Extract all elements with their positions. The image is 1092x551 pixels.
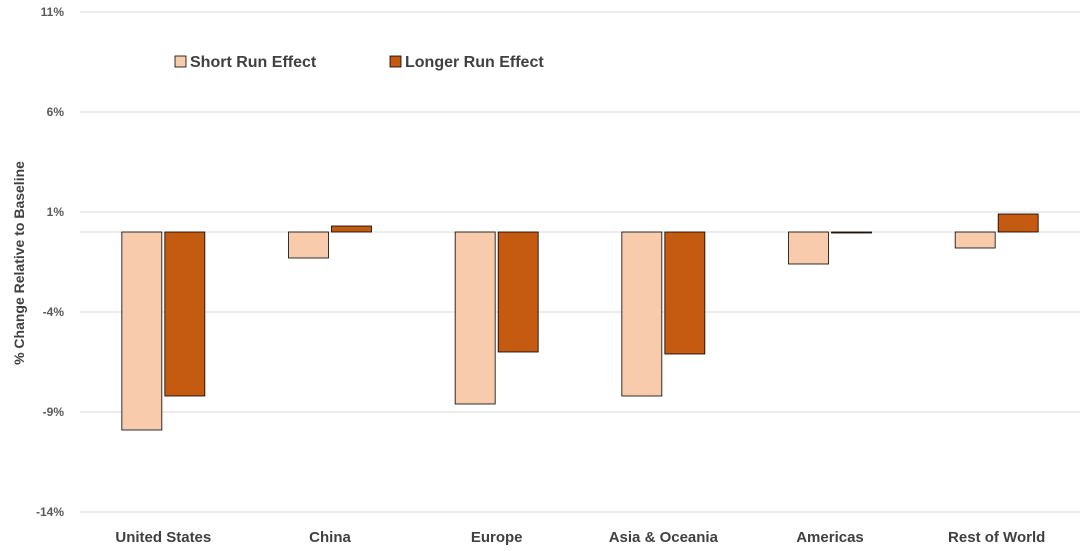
x-category-label: Americas [796,529,864,546]
legend-label: Short Run Effect [190,54,317,71]
short-run-bar [954,231,996,249]
y-tick-label: -4% [43,305,65,319]
x-category-label: Rest of World [948,529,1045,546]
legend-label: Longer Run Effect [405,54,544,71]
longer-run-bar [331,225,372,233]
y-tick-label: -14% [36,505,64,519]
short-run-bar [621,231,663,397]
short-run-bar [288,231,329,259]
x-category-label: Asia & Oceania [609,529,719,546]
short-run-bar [788,231,829,265]
x-category-label: United States [115,529,211,546]
short-run-bar [454,231,496,405]
longer-run-bar [664,231,706,355]
longer-run-bar [997,213,1039,233]
longer-run-bar [164,231,206,397]
legend-swatch [174,55,187,68]
short-run-bar [121,231,163,431]
y-axis-title: % Change Relative to Baseline [11,161,27,365]
longer-run-bar [497,231,539,353]
x-category-label: Europe [471,529,523,546]
y-tick-label: 11% [41,5,65,19]
y-tick-label: 1% [47,205,65,219]
y-tick-label: -9% [43,405,65,419]
y-tick-label: 6% [47,105,65,119]
legend-swatch [389,55,402,68]
longer-run-bar [831,231,872,234]
x-category-label: China [309,529,351,546]
